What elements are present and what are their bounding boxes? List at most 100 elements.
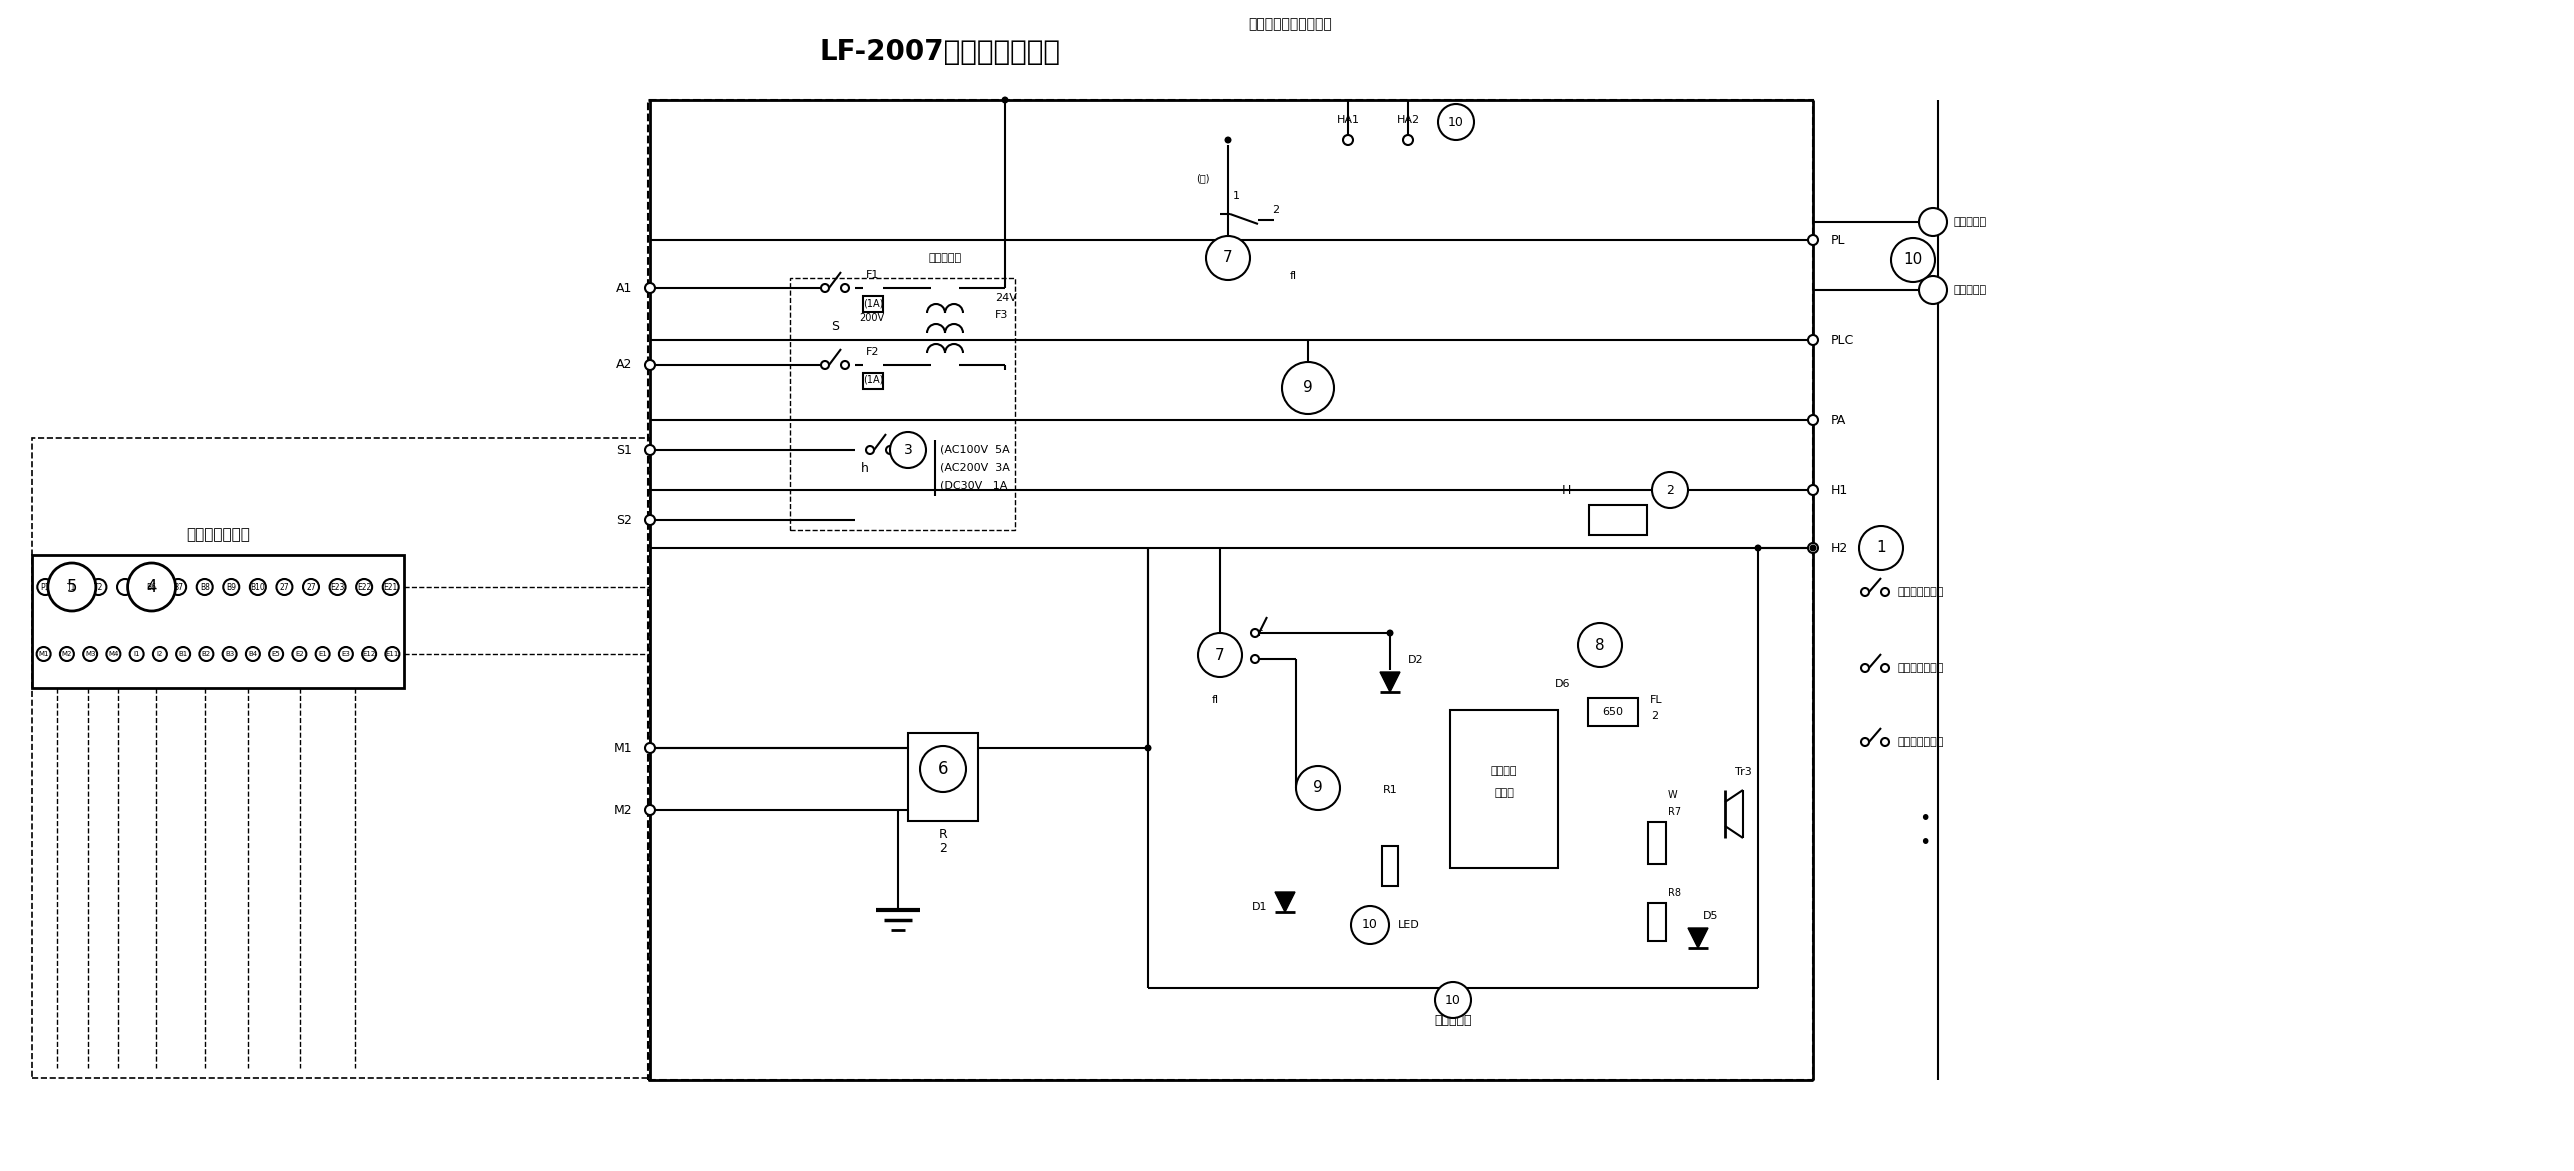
Circle shape: [1920, 276, 1946, 304]
Text: E11: E11: [386, 651, 399, 657]
Text: 端子台（ＴＢ）: 端子台（ＴＢ）: [185, 527, 250, 542]
Text: 10: 10: [1362, 918, 1377, 931]
Circle shape: [49, 563, 95, 611]
Circle shape: [59, 648, 75, 660]
Text: D6: D6: [1555, 679, 1570, 689]
Text: LF-2007型（ホーチキ）: LF-2007型（ホーチキ）: [819, 37, 1060, 66]
Text: T1: T1: [67, 582, 77, 591]
Circle shape: [170, 578, 185, 595]
Circle shape: [1295, 766, 1341, 810]
Circle shape: [1251, 629, 1259, 637]
Text: 消火栓始動灯（点滅）: 消火栓始動灯（点滅）: [1248, 18, 1331, 30]
Text: T2: T2: [93, 582, 103, 591]
Bar: [31, 438, 651, 1078]
Circle shape: [821, 285, 829, 292]
Text: E1: E1: [319, 651, 327, 657]
Circle shape: [152, 648, 167, 660]
Circle shape: [1344, 135, 1354, 145]
Circle shape: [247, 648, 260, 660]
Circle shape: [1251, 655, 1259, 663]
Text: (1A): (1A): [862, 297, 883, 308]
Text: B7: B7: [172, 582, 183, 591]
Circle shape: [1351, 906, 1390, 944]
Text: 起動用押ボタン: 起動用押ボタン: [1897, 587, 1943, 597]
Circle shape: [82, 648, 98, 660]
Bar: [862, 374, 883, 389]
Circle shape: [1882, 738, 1889, 746]
Circle shape: [1207, 237, 1251, 280]
Circle shape: [646, 359, 654, 370]
Text: E3: E3: [342, 651, 350, 657]
Circle shape: [1807, 335, 1817, 345]
Text: I2: I2: [157, 651, 162, 657]
Text: D5: D5: [1704, 911, 1719, 922]
Text: 2: 2: [940, 842, 947, 856]
Text: (1A): (1A): [862, 375, 883, 385]
Circle shape: [842, 285, 849, 292]
Circle shape: [1439, 104, 1475, 141]
Text: ー回路: ー回路: [1493, 788, 1514, 797]
Text: PA: PA: [1830, 413, 1846, 426]
Text: E2: E2: [296, 651, 304, 657]
Circle shape: [355, 578, 373, 595]
Text: 位置表示灯: 位置表示灯: [1954, 217, 1987, 227]
Text: Tr3: Tr3: [1735, 767, 1753, 778]
Text: 9: 9: [1302, 381, 1313, 396]
Text: 27: 27: [306, 582, 317, 591]
Text: 2: 2: [1272, 205, 1279, 215]
Text: R: R: [940, 829, 947, 842]
Text: W: W: [1668, 790, 1678, 800]
Circle shape: [129, 648, 144, 660]
Text: 起動用押ボタン: 起動用押ボタン: [1897, 663, 1943, 673]
Circle shape: [1807, 415, 1817, 425]
Circle shape: [1282, 362, 1333, 415]
Circle shape: [1882, 664, 1889, 672]
Circle shape: [64, 578, 80, 595]
Text: B4: B4: [247, 651, 257, 657]
Circle shape: [919, 746, 965, 792]
Text: 1: 1: [1233, 191, 1241, 201]
Bar: [1588, 698, 1637, 726]
Text: (AC100V  5A: (AC100V 5A: [940, 445, 1009, 456]
Text: D2: D2: [1408, 655, 1423, 665]
Circle shape: [270, 648, 283, 660]
Circle shape: [1434, 982, 1470, 1018]
Text: 10: 10: [1902, 253, 1923, 267]
Circle shape: [821, 361, 829, 369]
Text: •: •: [1920, 833, 1930, 851]
Circle shape: [1653, 472, 1689, 508]
Text: 27: 27: [281, 582, 288, 591]
Bar: [909, 733, 978, 821]
Text: R1: R1: [1382, 785, 1398, 795]
Text: 3: 3: [903, 443, 911, 457]
Text: HA1: HA1: [1336, 115, 1359, 125]
Text: 7: 7: [1223, 251, 1233, 266]
Circle shape: [106, 648, 121, 660]
Text: 5: 5: [67, 578, 77, 596]
Text: S2: S2: [615, 514, 633, 527]
Circle shape: [293, 648, 306, 660]
Circle shape: [224, 578, 239, 595]
Bar: [1647, 822, 1665, 864]
Circle shape: [1578, 623, 1622, 667]
Circle shape: [646, 744, 654, 753]
Text: S: S: [831, 320, 839, 333]
Text: 2: 2: [1665, 484, 1673, 497]
Polygon shape: [1274, 892, 1295, 912]
Text: 7: 7: [1215, 648, 1225, 663]
Text: 4: 4: [147, 578, 157, 596]
Circle shape: [1001, 96, 1009, 103]
Text: 電源監視灯: 電源監視灯: [1434, 1013, 1472, 1027]
Text: 650: 650: [1604, 707, 1624, 717]
Polygon shape: [1689, 927, 1709, 949]
Text: •: •: [1920, 808, 1930, 828]
Circle shape: [646, 804, 654, 815]
Text: B10: B10: [250, 582, 265, 591]
Circle shape: [1387, 630, 1393, 637]
Text: B3: B3: [224, 651, 234, 657]
Text: M1: M1: [613, 741, 633, 754]
Text: B6: B6: [147, 582, 157, 591]
Text: PLC: PLC: [1830, 334, 1853, 347]
Text: S1: S1: [615, 444, 633, 457]
Circle shape: [1225, 137, 1230, 144]
